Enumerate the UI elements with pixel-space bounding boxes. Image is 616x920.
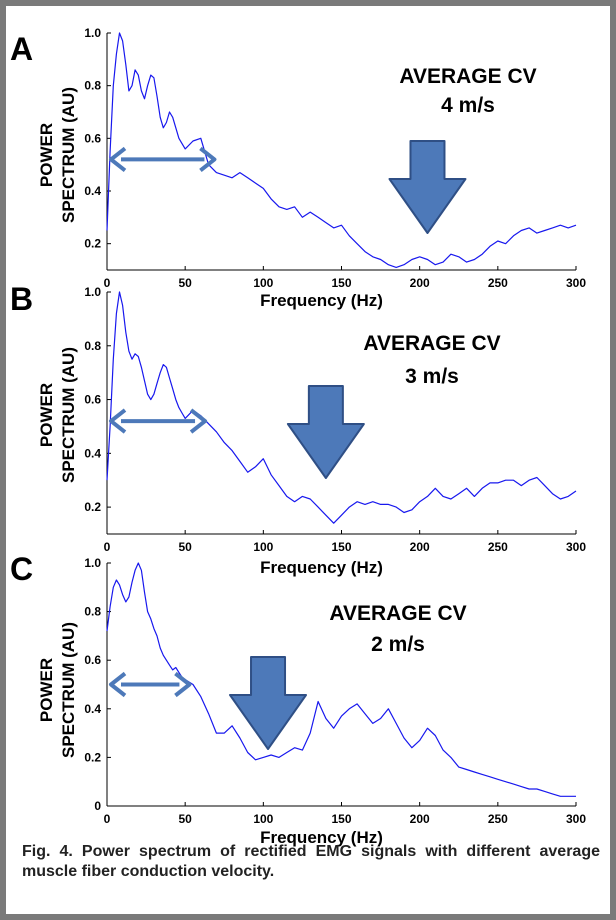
panel-b-x-axis-label: Frequency (Hz) — [260, 558, 383, 577]
panel-b-span-arrow-right-head — [189, 408, 208, 434]
panel-c-x-tick-label: 300 — [566, 812, 586, 826]
panel-c-down-arrow — [229, 656, 308, 750]
panel-a-x-tick-label: 300 — [566, 276, 586, 290]
panel-a-x-tick-label: 200 — [410, 276, 430, 290]
panel-b-x-tick-label: 50 — [178, 540, 192, 554]
panel-c-y-tick-label: 0 — [94, 799, 101, 813]
panel-b-x-tick-label: 250 — [488, 540, 508, 554]
panel-b-y-tick-label: 0.6 — [84, 393, 101, 407]
panel-b-x-tick-label: 0 — [104, 540, 111, 554]
panel-b-y-tick-label: 0.4 — [84, 446, 101, 460]
panel-a-spectrum-line — [106, 32, 577, 268]
panel-b-x-tick-label: 300 — [566, 540, 586, 554]
figure-caption: Fig. 4. Power spectrum of rectified EMG … — [22, 843, 600, 880]
panel-c-y-axis-label-line: SPECTRUM (AU) — [59, 622, 78, 758]
panel-a-y-tick-label: 0.8 — [84, 79, 101, 93]
panel-c-x-tick-label: 50 — [178, 812, 192, 826]
panel-b-span-arrow-left-head — [109, 408, 127, 434]
panel-b-x-tick-label: 100 — [253, 540, 273, 554]
panel-a-y-tick-label: 0.2 — [84, 237, 101, 251]
panel-c-x-tick-label: 100 — [253, 812, 273, 826]
panel-c-spectrum-line — [106, 562, 576, 797]
panel-c-y-tick-label: 0.6 — [84, 653, 101, 667]
panel-b-y-axis-label-line: SPECTRUM (AU) — [59, 347, 78, 483]
panel-a-x-tick-label: 100 — [253, 276, 273, 290]
panel-b-y-axis-label-line: POWER — [37, 383, 56, 447]
panel-a-y-tick-label: 0.4 — [84, 184, 101, 198]
panel-c-y-tick-label: 1.0 — [84, 556, 101, 570]
panel-c-annotation-value: 2 m/s — [371, 633, 425, 656]
panel-a-down-arrow — [388, 140, 467, 234]
panel-b-spectrum-line — [106, 291, 577, 524]
panel-c-letter: C — [10, 551, 33, 587]
panel-c-annotation-title: AVERAGE CV — [329, 602, 466, 625]
panel-a-x-tick-label: 150 — [331, 276, 351, 290]
panel-b-y-tick-label: 0.8 — [84, 339, 101, 353]
panel-a-annotation-title: AVERAGE CV — [399, 65, 536, 88]
panel-b-y-axis-label: POWER SPECTRUM (AU) — [37, 347, 78, 483]
panel-a-x-axis-label: Frequency (Hz) — [260, 291, 383, 310]
panel-a-y-axis-label-line: SPECTRUM (AU) — [59, 87, 78, 223]
panel-c-x-tick-label: 150 — [331, 812, 351, 826]
panel-b-down-arrow — [286, 385, 365, 479]
panel-c-x-tick-label: 250 — [488, 812, 508, 826]
panel-a-y-tick-label: 1.0 — [84, 26, 101, 40]
panel-c-y-tick-label: 0.8 — [84, 605, 101, 619]
panel-a-letter: A — [10, 31, 33, 67]
panel-a-y-tick-label: 0.6 — [84, 131, 101, 145]
panel-b-letter: B — [10, 281, 33, 317]
panel-a-span-arrow-right-head — [199, 146, 217, 172]
panel-b-x-tick-label: 150 — [331, 540, 351, 554]
panel-b-y-tick-label: 0.2 — [84, 500, 101, 514]
panel-c-x-axis-label: Frequency (Hz) — [260, 828, 383, 847]
panel-c-x-tick-label: 200 — [410, 812, 430, 826]
panel-a-x-tick-label: 50 — [178, 276, 192, 290]
panel-a-span-arrow-left-head — [109, 146, 127, 172]
panel-b-y-tick-label: 1.0 — [84, 285, 101, 299]
panel-b-annotation-value: 3 m/s — [405, 365, 459, 388]
panel-c-y-tick-label: 0.4 — [84, 702, 101, 716]
panel-b-x-tick-label: 200 — [410, 540, 430, 554]
panel-a-x-tick-label: 250 — [488, 276, 508, 290]
panel-c-span-arrow-right-head — [174, 671, 192, 698]
panel-c-span-arrow-left-head — [109, 671, 127, 698]
panel-c-y-axis-label-line: POWER — [37, 658, 56, 722]
panel-a-annotation-value: 4 m/s — [441, 94, 495, 117]
panel-a-x-tick-label: 0 — [104, 276, 111, 290]
panel-c-x-tick-label: 0 — [104, 812, 111, 826]
panel-a-y-axis-label-line: POWER — [37, 123, 56, 187]
panel-c-y-axis-label: POWER SPECTRUM (AU) — [37, 622, 78, 758]
panel-c-y-tick-label: 0.2 — [84, 750, 101, 764]
panel-a-y-axis-label: POWER SPECTRUM (AU) — [37, 87, 78, 223]
panel-b-annotation-title: AVERAGE CV — [363, 332, 500, 355]
